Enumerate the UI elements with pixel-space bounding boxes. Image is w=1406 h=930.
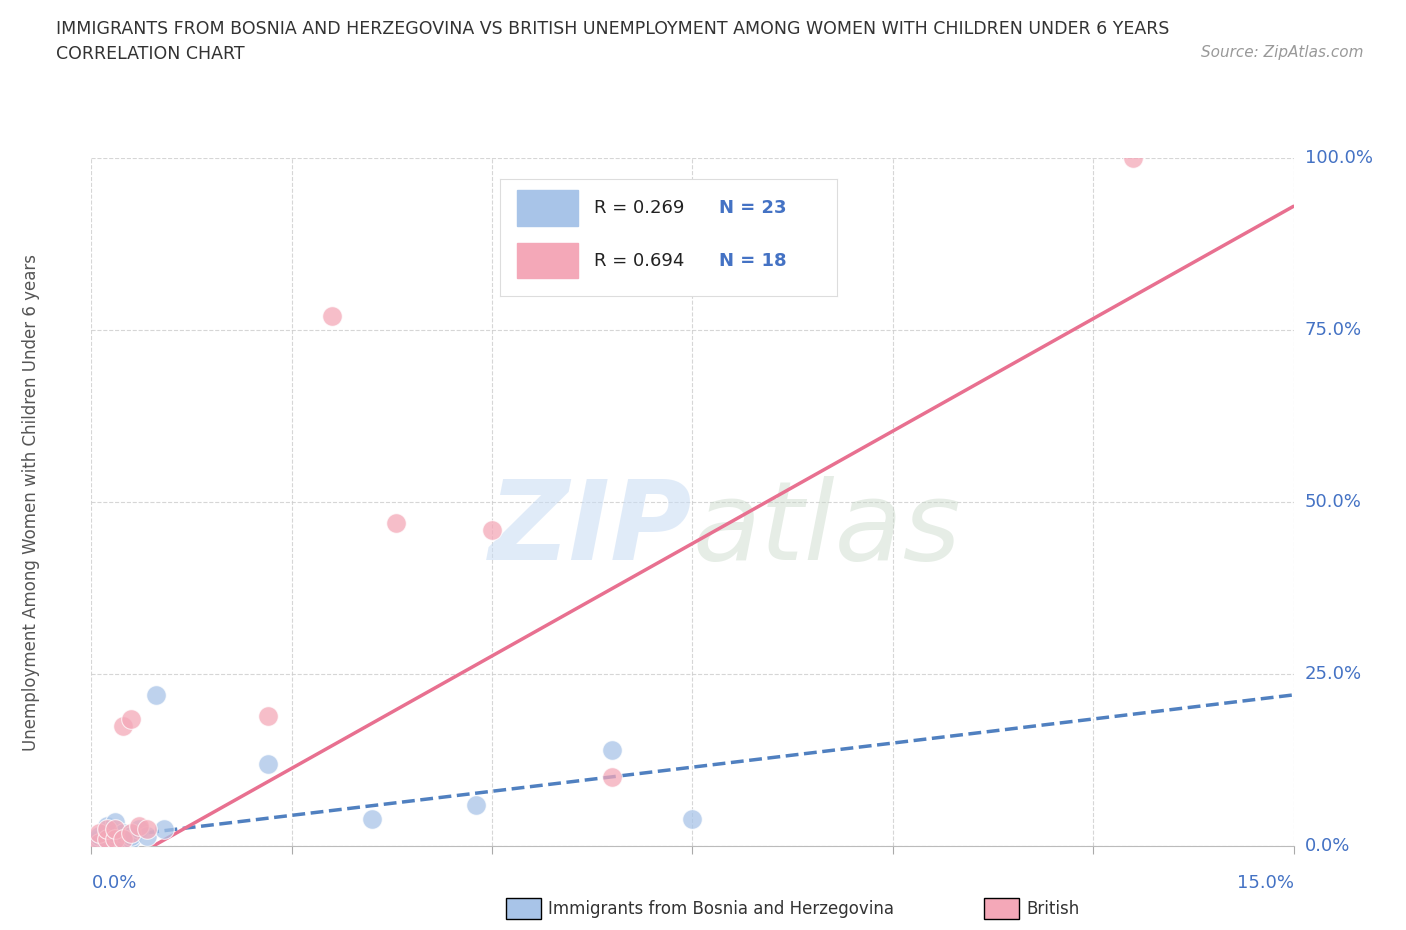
Text: ZIP: ZIP xyxy=(489,476,692,583)
Point xyxy=(96,835,118,850)
Point xyxy=(112,832,135,847)
Point xyxy=(89,829,111,844)
Text: CORRELATION CHART: CORRELATION CHART xyxy=(56,45,245,62)
Point xyxy=(89,832,111,847)
Point xyxy=(104,822,127,837)
Bar xyxy=(517,191,578,226)
Text: Unemployment Among Women with Children Under 6 years: Unemployment Among Women with Children U… xyxy=(22,254,41,751)
Point xyxy=(602,742,624,757)
Point xyxy=(121,832,143,847)
Text: Immigrants from Bosnia and Herzegovina: Immigrants from Bosnia and Herzegovina xyxy=(548,899,894,918)
Text: N = 18: N = 18 xyxy=(718,252,786,270)
Point xyxy=(681,811,703,826)
Point xyxy=(112,825,135,840)
Point xyxy=(481,523,503,538)
Point xyxy=(104,829,127,844)
Point xyxy=(112,832,135,847)
Text: R = 0.694: R = 0.694 xyxy=(595,252,685,270)
Text: 25.0%: 25.0% xyxy=(1305,665,1362,684)
Point xyxy=(96,832,118,847)
Point xyxy=(602,770,624,785)
Text: 75.0%: 75.0% xyxy=(1305,321,1362,339)
Point xyxy=(96,832,118,847)
Point xyxy=(121,825,143,840)
Point xyxy=(128,818,150,833)
Text: 0.0%: 0.0% xyxy=(91,874,136,892)
Text: 100.0%: 100.0% xyxy=(1305,149,1372,167)
Point xyxy=(256,756,278,771)
Point xyxy=(104,832,127,847)
Text: IMMIGRANTS FROM BOSNIA AND HERZEGOVINA VS BRITISH UNEMPLOYMENT AMONG WOMEN WITH : IMMIGRANTS FROM BOSNIA AND HERZEGOVINA V… xyxy=(56,20,1170,38)
Point xyxy=(121,829,143,844)
Point xyxy=(465,798,488,813)
Text: N = 23: N = 23 xyxy=(718,199,786,217)
Point xyxy=(1122,151,1144,166)
Point xyxy=(136,822,159,837)
Text: 0.0%: 0.0% xyxy=(1305,837,1350,856)
Point xyxy=(360,811,382,826)
Point xyxy=(321,309,343,324)
Point xyxy=(96,822,118,837)
Point xyxy=(121,711,143,726)
Text: Source: ZipAtlas.com: Source: ZipAtlas.com xyxy=(1201,45,1364,60)
Point xyxy=(96,818,118,833)
Point xyxy=(385,515,408,530)
Point xyxy=(104,815,127,830)
Text: 50.0%: 50.0% xyxy=(1305,493,1361,512)
Point xyxy=(104,832,127,847)
Text: R = 0.269: R = 0.269 xyxy=(595,199,685,217)
Text: atlas: atlas xyxy=(692,476,962,583)
Point xyxy=(96,825,118,840)
Point xyxy=(89,825,111,840)
Point xyxy=(104,825,127,840)
Point xyxy=(89,835,111,850)
Point xyxy=(152,822,174,837)
Point xyxy=(145,687,167,702)
Point xyxy=(112,719,135,734)
Point xyxy=(256,708,278,723)
Text: British: British xyxy=(1026,899,1080,918)
Bar xyxy=(517,243,578,278)
Point xyxy=(128,822,150,837)
Point xyxy=(136,829,159,844)
Text: 15.0%: 15.0% xyxy=(1236,874,1294,892)
